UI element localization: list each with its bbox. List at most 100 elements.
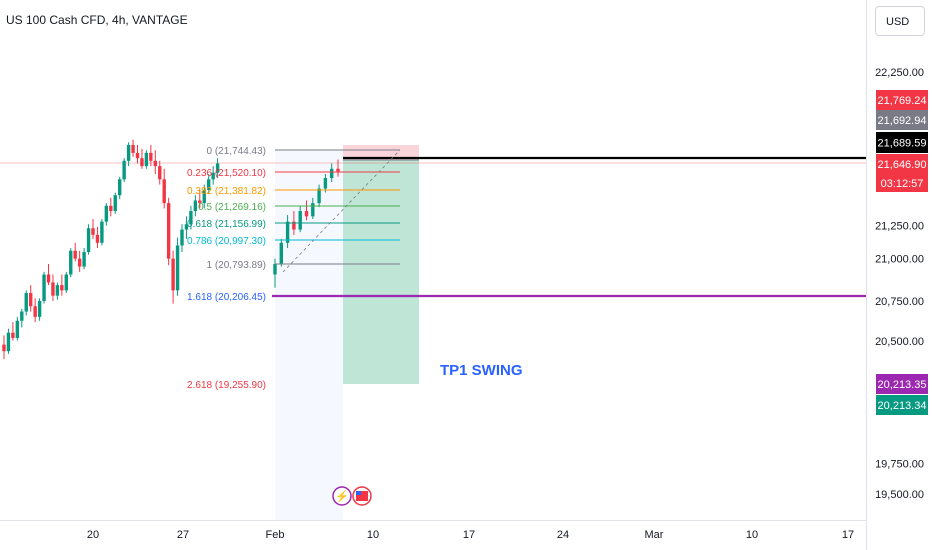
price-axis-divider [866,0,867,550]
candle-body [285,221,290,243]
currency-button[interactable]: USD [875,6,925,36]
stop-loss-zone [343,145,419,160]
candle-body [113,195,117,212]
candle-body [86,228,91,253]
take-profit-zone [343,160,419,384]
candle-body [184,224,189,230]
x-tick-label: 20 [87,529,99,541]
candle-body [273,263,277,275]
candle-body [126,144,131,161]
lightning-glyph: ⚡ [335,490,349,503]
lightning-icon [332,486,352,506]
y-tick-label: 21,250.00 [875,221,924,233]
candle-body [100,221,104,243]
price-label-text: 21,646.90 [878,159,927,171]
fib-zone-shade [275,150,343,520]
candle-body [298,211,302,230]
candle-body [15,320,20,338]
candle-body [323,178,328,189]
x-tick-label: 10 [746,529,758,541]
candle-body [158,166,162,180]
price-label-box [876,132,928,153]
fib-label: 1 (20,793.89) [207,260,267,271]
candle-body [330,168,334,179]
candle-body [131,144,135,153]
y-tick-label: 22,250.00 [875,67,924,79]
x-tick-label: 27 [177,529,189,541]
candle-body [144,152,149,167]
price-label-text: 20,213.34 [878,400,927,412]
candle-body [95,234,100,243]
candle-body [60,285,64,291]
y-tick-label: 19,750.00 [875,459,924,471]
x-tick-label: 10 [367,529,379,541]
time-axis-divider [0,520,866,521]
chart-title: US 100 Cash CFD, 4h, VANTAGE [6,13,188,27]
x-tick-label: Feb [266,529,285,541]
y-tick-label: 19,500.00 [875,489,924,501]
candle-body [207,179,211,190]
candle-body [11,332,15,338]
y-tick-label: 20,750.00 [875,296,924,308]
price-label-box [876,90,928,110]
candle-body [175,245,180,291]
candle-body [33,306,37,317]
candle-body [42,274,46,301]
candle-body [215,163,220,173]
candle-body [180,229,184,246]
candle-body [171,258,175,291]
x-tick-label: Mar [645,529,664,541]
candle-body [2,344,6,352]
fib-label: 0.5 (21,269.16) [198,202,266,213]
fib-label: 0.236 (21,520.10) [187,168,266,179]
x-tick-label: 24 [557,529,569,541]
y-tick-label: 21,000.00 [875,254,924,266]
candle-body [317,188,321,204]
candle-body [336,168,340,172]
candle-body [198,200,202,204]
y-tick-label: 20,500.00 [875,336,924,348]
price-label-text: 20,213.35 [878,379,927,391]
candle-body [64,274,68,291]
price-label-text: 21,689.59 [878,138,927,150]
price-label-box [876,374,928,394]
candle-body [118,179,122,196]
candle-body [20,311,24,321]
fib-label: 2.618 (19,255.90) [187,380,266,391]
candle-body [292,221,296,230]
price-label-box [876,395,928,415]
candle-body [73,250,77,259]
candle-body [189,211,193,225]
candle-body [122,160,126,180]
candle-body [149,152,153,161]
candle-body [104,205,109,222]
candle-body [162,179,166,204]
price-label-text: 21,692.94 [878,115,927,127]
candle-body [55,285,60,296]
x-tick-label: 17 [463,529,475,541]
fib-label: 0.618 (21,156.99) [187,219,266,230]
candle-body [24,293,28,312]
flag-body [356,491,368,501]
candle-body [77,258,82,267]
fib-label: 1.618 (20,206.45) [187,292,266,303]
x-tick-label: 17 [842,529,854,541]
candle-body [29,293,33,307]
price-label-text: 21,769.24 [878,95,927,107]
price-label-text: 03:12:57 [881,178,924,190]
candle-body [91,228,95,235]
fib-trend-line [282,149,401,273]
candle-body [193,200,198,212]
candle-body [166,203,171,259]
price-label-box [876,154,928,174]
fib-label: 0.382 (21,381.82) [187,186,266,197]
candle-body [202,189,206,204]
candle-body [37,300,42,317]
candle-body [135,152,140,159]
candle-body [6,332,11,352]
candle-body [51,282,55,296]
candle-body [304,211,309,217]
candle-body [140,158,144,167]
candle-body [82,252,86,267]
